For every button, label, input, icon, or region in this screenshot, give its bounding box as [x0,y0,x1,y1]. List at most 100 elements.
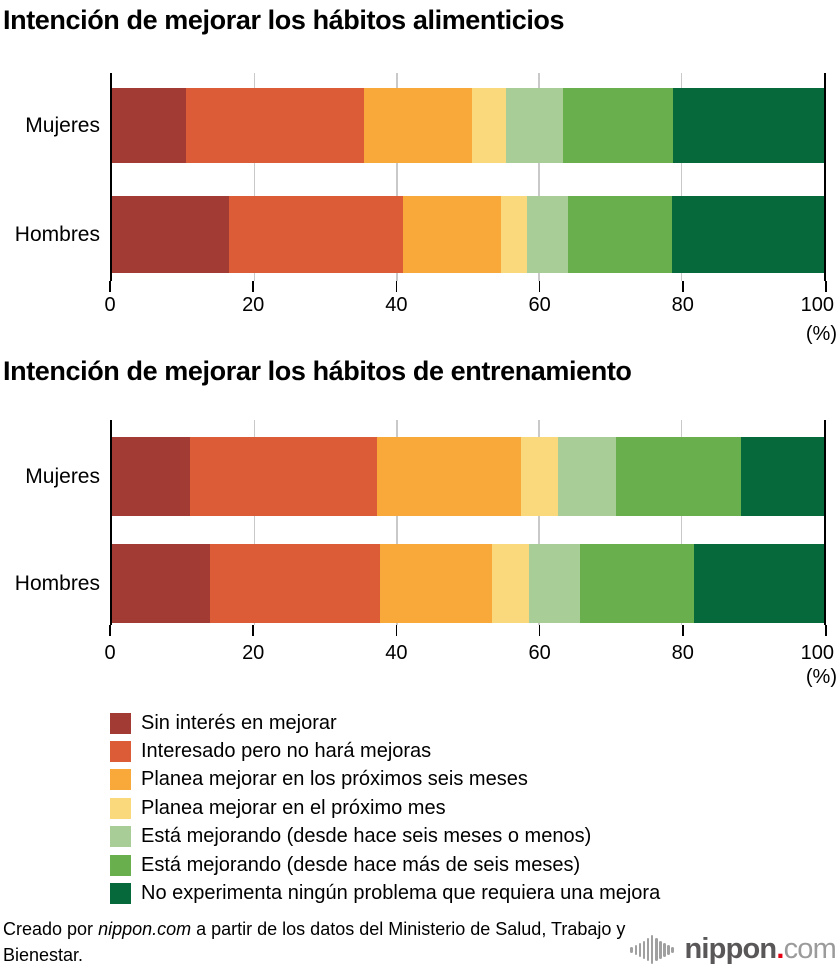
axis-tick-label-0: 0 [104,294,116,316]
axis-tick-label-80: 80 [671,294,694,316]
bar-segment-3 [376,437,521,516]
bar-segment-4 [492,544,530,623]
axis-tick-0 [109,281,111,292]
legend-label-3: Planea mejorar en los próximos seis mese… [141,768,528,791]
category-label-mujeres: Mujeres [25,464,100,488]
legend-swatch-5 [110,826,131,848]
logo-text-com: com [783,933,837,965]
axis-tick-label-40: 40 [385,294,408,316]
axis-tick-40 [395,281,398,292]
attribution-source: nippon.com [98,919,192,939]
axis-tick-label-40: 40 [385,642,408,664]
bar-segment-7 [694,544,824,623]
legend-item-5: Está mejorando (desde hace seis meses o … [110,823,660,851]
bar-segment-4 [500,196,528,273]
axis-tick-20 [252,625,254,636]
gridline-60-percent [538,73,540,281]
axis-tick-100 [825,281,827,292]
gridline-80-percent [680,73,683,281]
legend-swatch-6 [110,854,131,876]
legend-item-2: Interesado pero no hará mejoras [110,737,660,765]
chart1-percent-unit-label: (%) [805,323,837,345]
bar-segment-4 [471,88,506,163]
chart2-plot-area [110,420,826,625]
bar-mujeres [112,88,824,163]
chart1-x-axis [109,281,827,292]
chart2-x-axis [109,625,827,636]
chart1-x-axis-labels: 0 20 40 60 80 100 [104,294,834,318]
bar-segment-2 [210,544,381,623]
bar-segment-7 [672,196,824,273]
bar-segment-6 [616,437,741,516]
category-label-mujeres: Mujeres [25,113,100,137]
axis-tick-label-20: 20 [242,642,265,664]
legend-swatch-3 [110,769,131,791]
bar-segment-1 [112,196,229,273]
legend-item-3: Planea mejorar en los próximos seis mese… [110,766,660,794]
legend-swatch-1 [110,712,131,734]
axis-tick-label-60: 60 [528,294,551,316]
bar-hombres [112,196,824,273]
legend-label-4: Planea mejorar en el próximo mes [141,796,446,819]
bar-segment-1 [112,88,187,163]
bar-segment-3 [403,196,501,273]
bar-segment-3 [380,544,493,623]
bar-segment-1 [112,437,191,516]
category-label-hombres: Hombres [14,571,100,595]
axis-tick-60 [538,625,541,636]
axis-tick-label-80: 80 [671,642,694,664]
axis-tick-80 [682,281,684,292]
bar-segment-6 [562,88,674,163]
legend-swatch-2 [110,741,131,763]
attribution-text: Creado por nippon.com a partir de los da… [3,916,658,968]
chart2-title: Intención de mejorar los hábitos de entr… [3,356,632,386]
nippon-logo-wordmark: nippon.com [685,935,837,964]
gridline-20-percent [253,73,256,281]
chart2-x-axis-labels: 0 20 40 60 80 100 [104,642,834,666]
legend-item-6: Está mejorando (desde hace más de seis m… [110,851,660,879]
axis-tick-label-100: 100 [800,294,835,316]
chart1-title: Intención de mejorar los hábitos aliment… [3,5,565,35]
gridline-80-percent [680,420,683,625]
axis-tick-40 [395,625,398,636]
bar-segment-5 [557,437,617,516]
axis-tick-label-0: 0 [104,642,116,664]
category-label-hombres: Hombres [14,222,100,246]
bar-segment-5 [527,196,569,273]
bar-mujeres [112,437,824,516]
gridline-40-percent [396,420,398,625]
legend-swatch-7 [110,883,131,905]
axis-tick-80 [682,625,684,636]
bar-hombres [112,544,824,623]
legend-item-7: No experimenta ningún problema que requi… [110,879,660,907]
axis-tick-20 [252,281,254,292]
logo-text-dot: . [776,933,784,965]
legend-item-4: Planea mejorar en el próximo mes [110,794,660,822]
bar-segment-6 [568,196,673,273]
chart2-percent-unit-label: (%) [805,666,837,688]
legend-label-6: Está mejorando (desde hace más de seis m… [141,853,581,876]
bar-segment-7 [740,437,824,516]
attribution-suffix: a partir de los datos del Ministerio de … [3,919,626,965]
bar-segment-1 [112,544,211,623]
legend: Sin interés en mejorar Interesado pero no… [110,709,660,908]
logo-text-nippon: nippon [684,933,778,965]
legend-label-1: Sin interés en mejorar [141,711,337,734]
axis-tick-label-100: 100 [800,642,835,664]
chart1-plot-area [110,73,826,281]
attribution-prefix: Creado por [3,919,99,939]
axis-tick-0 [109,625,111,636]
gridline-20-percent [253,420,256,625]
legend-label-2: Interesado pero no hará mejoras [141,740,432,763]
bar-segment-5 [505,88,563,163]
bar-segment-5 [529,544,581,623]
legend-label-7: No experimenta ningún problema que requi… [141,882,661,905]
nippon-logo: nippon.com [630,931,837,964]
soundwave-icon [630,935,675,964]
legend-swatch-4 [110,797,131,819]
bar-segment-2 [228,196,404,273]
bar-segment-4 [520,437,558,516]
bar-segment-3 [364,88,472,163]
legend-item-1: Sin interés en mejorar [110,709,660,737]
